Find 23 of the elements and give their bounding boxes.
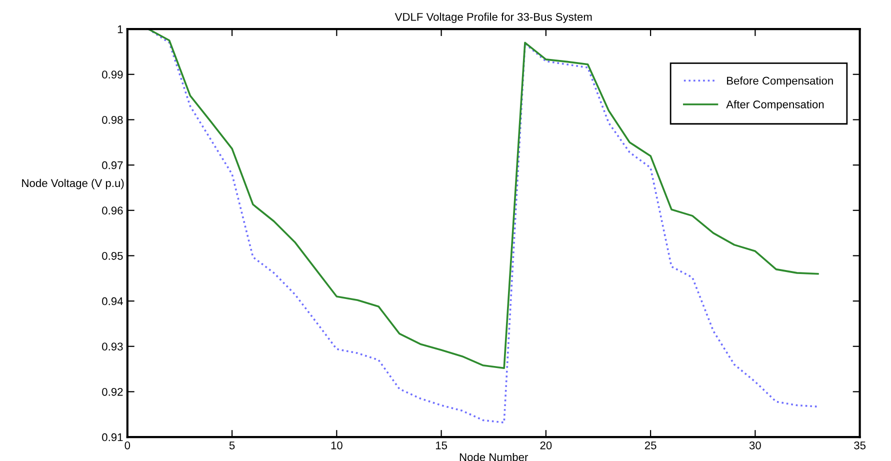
y-tick-label: 0.99 xyxy=(102,70,123,79)
x-tick-label: 30 xyxy=(749,441,761,450)
y-tick-label: 0.97 xyxy=(102,161,123,170)
y-tick-label: 0.91 xyxy=(102,433,123,442)
x-tick-label: 0 xyxy=(124,441,130,450)
x-tick-label: 15 xyxy=(436,442,448,450)
x-tick-label: 35 xyxy=(854,441,866,450)
legend-label: Before Compensation xyxy=(727,76,833,87)
y-tick-label: 1 xyxy=(118,25,123,34)
x-tick-label: 20 xyxy=(540,441,552,450)
x-tick-label: 25 xyxy=(644,441,656,450)
x-tick-label: 5 xyxy=(229,442,235,450)
y-tick-label: 0.96 xyxy=(102,206,123,215)
y-tick-label: 0.95 xyxy=(102,252,123,260)
x-tick-label: 10 xyxy=(331,441,342,450)
y-tick-label: 0.98 xyxy=(102,116,123,124)
y-tick-label: 0.93 xyxy=(102,342,123,350)
y-tick-label: 0.92 xyxy=(102,388,123,396)
y-tick-label: 0.94 xyxy=(102,297,123,306)
chart-title: VDLF Voltage Profile for 33-Bus System xyxy=(394,12,592,24)
y-axis-title: Node Voltage (V p.u) xyxy=(22,178,124,190)
x-axis-title: Node Number xyxy=(460,452,528,461)
legend-label: After Compensation xyxy=(726,100,824,111)
